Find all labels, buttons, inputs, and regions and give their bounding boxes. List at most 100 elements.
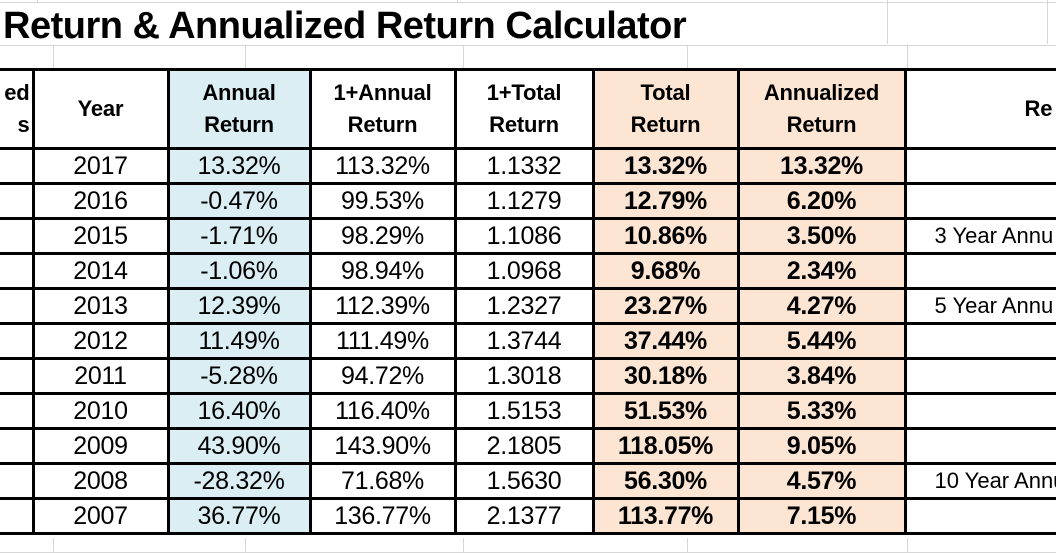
cell-hidden[interactable] [0, 357, 35, 395]
cell-annualized-return[interactable]: 6.20% [736, 182, 907, 220]
cell-one-plus-annual[interactable]: 143.90% [308, 427, 457, 465]
cell-annualized-return[interactable]: 3.84% [736, 357, 907, 395]
cell-annualized-return[interactable]: 3.50% [736, 217, 907, 255]
table-row: 2017 13.32% 113.32% 1.1332 13.32% 13.32% [0, 147, 1056, 185]
cell-remark[interactable]: 5 Year Annu [903, 287, 1056, 325]
cell-year[interactable]: 2016 [31, 182, 170, 220]
col-header-remarks[interactable]: Re [903, 68, 1056, 150]
cell-one-plus-annual[interactable]: 71.68% [308, 462, 457, 500]
cell-year[interactable]: 2017 [31, 147, 170, 185]
cell-annual-return[interactable]: -0.47% [166, 182, 312, 220]
cell-annual-return[interactable]: 16.40% [166, 392, 312, 430]
cell-one-plus-total[interactable]: 1.2327 [453, 287, 595, 325]
cell-one-plus-annual[interactable]: 113.32% [308, 147, 457, 185]
cell-one-plus-annual[interactable]: 98.94% [308, 252, 457, 290]
cell-one-plus-total[interactable]: 2.1377 [453, 497, 595, 535]
cell-remark[interactable]: 10 Year Annu [903, 462, 1056, 500]
cell-one-plus-annual[interactable]: 99.53% [308, 182, 457, 220]
cell-hidden[interactable] [0, 392, 35, 430]
cell-annual-return[interactable]: -1.71% [166, 217, 312, 255]
cell-remark[interactable] [903, 357, 1056, 395]
cell-annualized-return[interactable]: 5.44% [736, 322, 907, 360]
cell-total-return[interactable]: 37.44% [591, 322, 740, 360]
cell-one-plus-total[interactable]: 1.3744 [453, 322, 595, 360]
cell-total-return[interactable]: 23.27% [591, 287, 740, 325]
cell-annual-return[interactable]: 12.39% [166, 287, 312, 325]
cell-total-return[interactable]: 113.77% [591, 497, 740, 535]
cell-one-plus-annual[interactable]: 136.77% [308, 497, 457, 535]
cell-hidden[interactable] [0, 497, 35, 535]
cell-hidden[interactable] [0, 217, 35, 255]
cell-annual-return[interactable]: -5.28% [166, 357, 312, 395]
cell-annual-return[interactable]: 36.77% [166, 497, 312, 535]
cell-remark[interactable] [903, 322, 1056, 360]
cell-annual-return[interactable]: 13.32% [166, 147, 312, 185]
cell-year[interactable]: 2013 [31, 287, 170, 325]
cell-remark[interactable] [903, 147, 1056, 185]
col-header-annual-return[interactable]: Annual Return [166, 68, 312, 150]
cell-hidden[interactable] [0, 182, 35, 220]
cell-annual-return[interactable]: 11.49% [166, 322, 312, 360]
cell-year[interactable]: 2009 [31, 427, 170, 465]
cell-annual-return[interactable]: -28.32% [166, 462, 312, 500]
cell-annual-return[interactable]: 43.90% [166, 427, 312, 465]
cell-year[interactable]: 2014 [31, 252, 170, 290]
cell-year[interactable]: 2015 [31, 217, 170, 255]
cell-total-return[interactable]: 51.53% [591, 392, 740, 430]
cell-one-plus-total[interactable]: 1.1332 [453, 147, 595, 185]
cell-total-return[interactable]: 13.32% [591, 147, 740, 185]
cell-total-return[interactable]: 30.18% [591, 357, 740, 395]
col-header-year[interactable]: Year [31, 68, 170, 150]
cell-one-plus-annual[interactable]: 116.40% [308, 392, 457, 430]
col-header-total-return[interactable]: Total Return [591, 68, 740, 150]
cell-year[interactable]: 2012 [31, 322, 170, 360]
cell-one-plus-total[interactable]: 1.1086 [453, 217, 595, 255]
cell-total-return[interactable]: 12.79% [591, 182, 740, 220]
cell-remark[interactable]: 3 Year Annu [903, 217, 1056, 255]
cell-annualized-return[interactable]: 4.57% [736, 462, 907, 500]
cell-one-plus-total[interactable]: 1.3018 [453, 357, 595, 395]
cell-hidden[interactable] [0, 287, 35, 325]
col-header-one-plus-annual[interactable]: 1+Annual Return [308, 68, 457, 150]
cell-annualized-return[interactable]: 7.15% [736, 497, 907, 535]
cell-one-plus-total[interactable]: 1.5153 [453, 392, 595, 430]
cell-hidden[interactable] [0, 322, 35, 360]
cell-hidden[interactable] [0, 147, 35, 185]
cell-remark[interactable] [903, 427, 1056, 465]
cell-annualized-return[interactable]: 2.34% [736, 252, 907, 290]
cell-one-plus-total[interactable]: 2.1805 [453, 427, 595, 465]
cell-annualized-return[interactable]: 13.32% [736, 147, 907, 185]
col-header-one-plus-total[interactable]: 1+Total Return [453, 68, 595, 150]
cell-one-plus-annual[interactable]: 94.72% [308, 357, 457, 395]
cell-year[interactable]: 2007 [31, 497, 170, 535]
cell-year[interactable]: 2010 [31, 392, 170, 430]
gridline [245, 538, 246, 553]
cell-one-plus-total[interactable]: 1.5630 [453, 462, 595, 500]
cell-total-return[interactable]: 56.30% [591, 462, 740, 500]
cell-annualized-return[interactable]: 9.05% [736, 427, 907, 465]
cell-year[interactable]: 2011 [31, 357, 170, 395]
cell-total-return[interactable]: 9.68% [591, 252, 740, 290]
cell-one-plus-annual[interactable]: 112.39% [308, 287, 457, 325]
cell-one-plus-total[interactable]: 1.1279 [453, 182, 595, 220]
cell-annual-return[interactable]: -1.06% [166, 252, 312, 290]
col-header-hidden[interactable]: ed s [0, 68, 35, 150]
cell-one-plus-total[interactable]: 1.0968 [453, 252, 595, 290]
cell-hidden[interactable] [0, 462, 35, 500]
cell-remark[interactable] [903, 497, 1056, 535]
cell-remark[interactable] [903, 252, 1056, 290]
cell-remark[interactable] [903, 182, 1056, 220]
cell-hidden[interactable] [0, 427, 35, 465]
col-header-annualized-return[interactable]: Annualized Return [736, 68, 907, 150]
cell-year[interactable]: 2008 [31, 462, 170, 500]
cell-annualized-return[interactable]: 4.27% [736, 287, 907, 325]
cell-one-plus-annual[interactable]: 111.49% [308, 322, 457, 360]
cell-remark[interactable] [903, 392, 1056, 430]
cell-one-plus-annual[interactable]: 98.29% [308, 217, 457, 255]
cell-total-return[interactable]: 118.05% [591, 427, 740, 465]
cell-annualized-return[interactable]: 5.33% [736, 392, 907, 430]
col-header-annual-line2: Return [204, 112, 274, 137]
sheet-title: Return & Annualized Return Calculator [3, 5, 687, 47]
cell-total-return[interactable]: 10.86% [591, 217, 740, 255]
cell-hidden[interactable] [0, 252, 35, 290]
